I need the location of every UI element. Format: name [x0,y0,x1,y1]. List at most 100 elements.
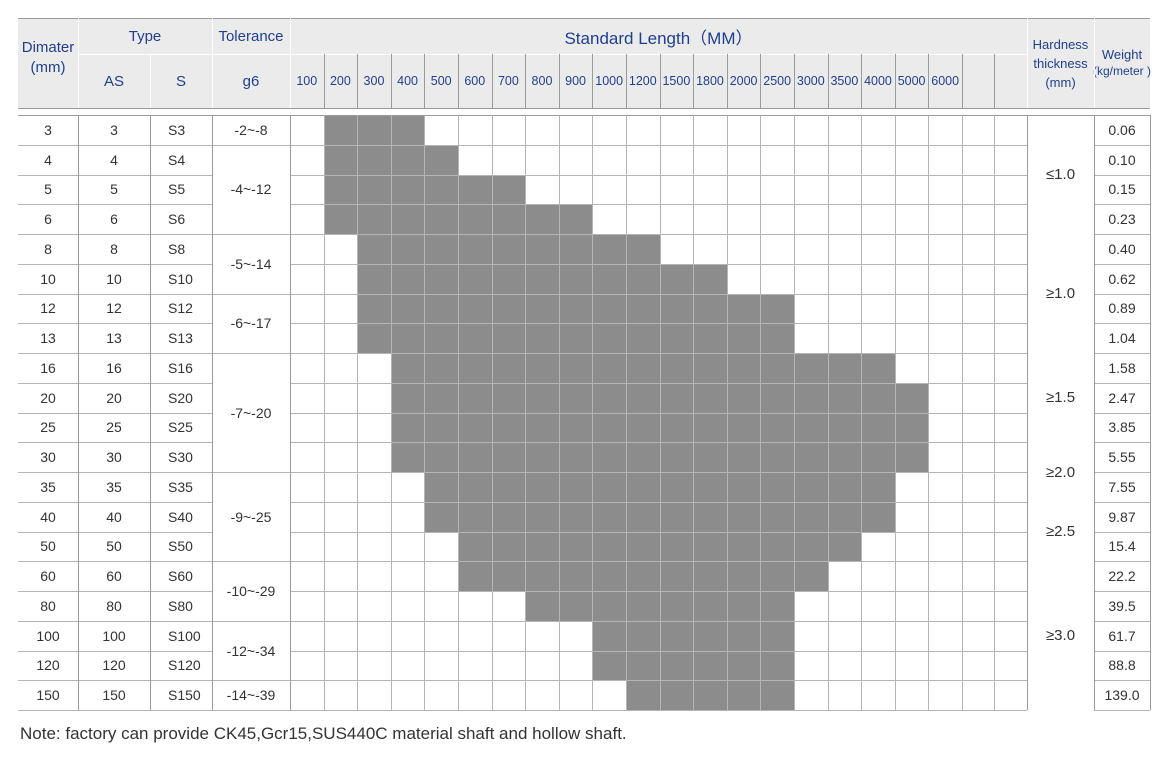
row-diameter: 100 [36,627,60,644]
row-weight: 61.7 [1108,627,1136,644]
row-type-as: 25 [106,419,122,436]
row-weight: 3.85 [1108,419,1136,436]
row-type-as: 8 [110,240,118,257]
grid-line [18,710,212,711]
header-weight-unit: (kg/meter ) [1093,64,1152,78]
grid-line [1094,501,1150,503]
grid-line [928,54,930,108]
header-length-1500: 1500 [659,54,694,108]
grid-line [290,263,1027,265]
header-hardness-line1: Hardness [1032,36,1089,52]
row-weight: 88.8 [1108,657,1136,674]
length-availability-bar [323,144,458,175]
grid-line [18,472,212,473]
grid-line [18,174,212,176]
grid-line [290,382,1027,384]
grid-line [994,115,995,710]
row-type-s: S25 [168,419,193,436]
grid-line [290,620,1027,622]
grid-line [357,54,359,108]
header-dimater-unit: (mm) [30,59,66,76]
grid-line [18,263,212,265]
grid-line [592,54,594,108]
grid-line [212,561,290,563]
length-availability-bar [424,501,895,532]
header-length-700: 700 [491,54,526,108]
grid-line [1094,204,1150,206]
grid-line [290,442,1027,444]
grid-line [290,412,1027,414]
grid-line [1094,591,1150,592]
grid-line [18,382,212,384]
grid-line [290,18,291,108]
grid-line [290,501,1027,503]
header-type: Type [78,18,212,54]
header-length-3500: 3500 [827,54,862,108]
header-length-4000: 4000 [861,54,895,108]
grid-line [1094,353,1150,354]
row-type-s: S6 [168,211,186,228]
grid-line [861,54,863,108]
grid-line [18,531,212,533]
tolerance-range: -7~-20 [230,404,272,421]
row-weight: 139.0 [1104,687,1140,704]
row-type-s: S80 [168,597,193,614]
header-standard-length: Standard Length（MM） [290,18,1027,54]
row-diameter: 12 [40,300,56,317]
grid-line [659,115,661,710]
row-diameter: 20 [40,389,56,406]
row-weight: 39.5 [1108,597,1136,614]
grid-line [1094,234,1150,235]
row-weight: 0.06 [1108,121,1136,138]
row-diameter: 6 [44,211,52,228]
row-type-as: 30 [106,449,122,466]
grid-line [212,234,290,235]
row-type-as: 120 [102,657,126,674]
grid-line [290,591,1027,592]
header-length-1000: 1000 [592,54,626,108]
tolerance-range: -5~-14 [230,255,272,272]
grid-line [290,144,1027,146]
row-weight: 0.15 [1108,181,1136,198]
row-diameter: 150 [36,687,60,704]
row-weight: 9.87 [1108,508,1136,525]
grid-line [659,54,661,108]
grid-line [290,115,291,710]
grid-line [424,115,426,710]
header-length-600: 600 [458,54,492,108]
row-diameter: 10 [40,270,56,287]
grid-line [390,115,392,710]
grid-line [1094,531,1150,533]
header-hardness-unit: (mm) [1045,74,1076,90]
grid-line [78,18,79,108]
grid-line [928,115,930,710]
grid-line [1094,710,1150,711]
grid-line [323,115,325,710]
grid-line [1094,620,1150,622]
shaft-spec-table: Dimater (mm) Type AS S Tolerance g6 Standard Le… [18,18,1152,711]
tolerance-range: -4~-12 [230,181,272,198]
row-weight: 0.89 [1108,300,1136,317]
row-type-s: S100 [168,627,201,644]
row-type-s: S12 [168,300,193,317]
grid-line [390,54,392,108]
row-type-s: S60 [168,568,193,585]
row-type-s: S8 [168,240,186,257]
grid-line [212,293,290,295]
grid-line [18,561,212,563]
grid-line [1094,382,1150,384]
hardness-value: ≥1.0 [1045,285,1076,302]
grid-line [794,54,795,108]
header-dimater-label: Dimater [21,39,75,56]
grid-line [1094,472,1150,473]
header-length-900: 900 [558,54,593,108]
row-type-as: 5 [110,181,118,198]
grid-line [212,710,290,711]
row-type-as: 4 [110,151,118,168]
row-diameter: 16 [40,359,56,376]
grid-line [212,620,290,622]
header-length-2000: 2000 [726,54,761,108]
grid-line [558,115,560,710]
grid-line [458,54,459,108]
header-weight-label: Weight [1101,47,1143,62]
